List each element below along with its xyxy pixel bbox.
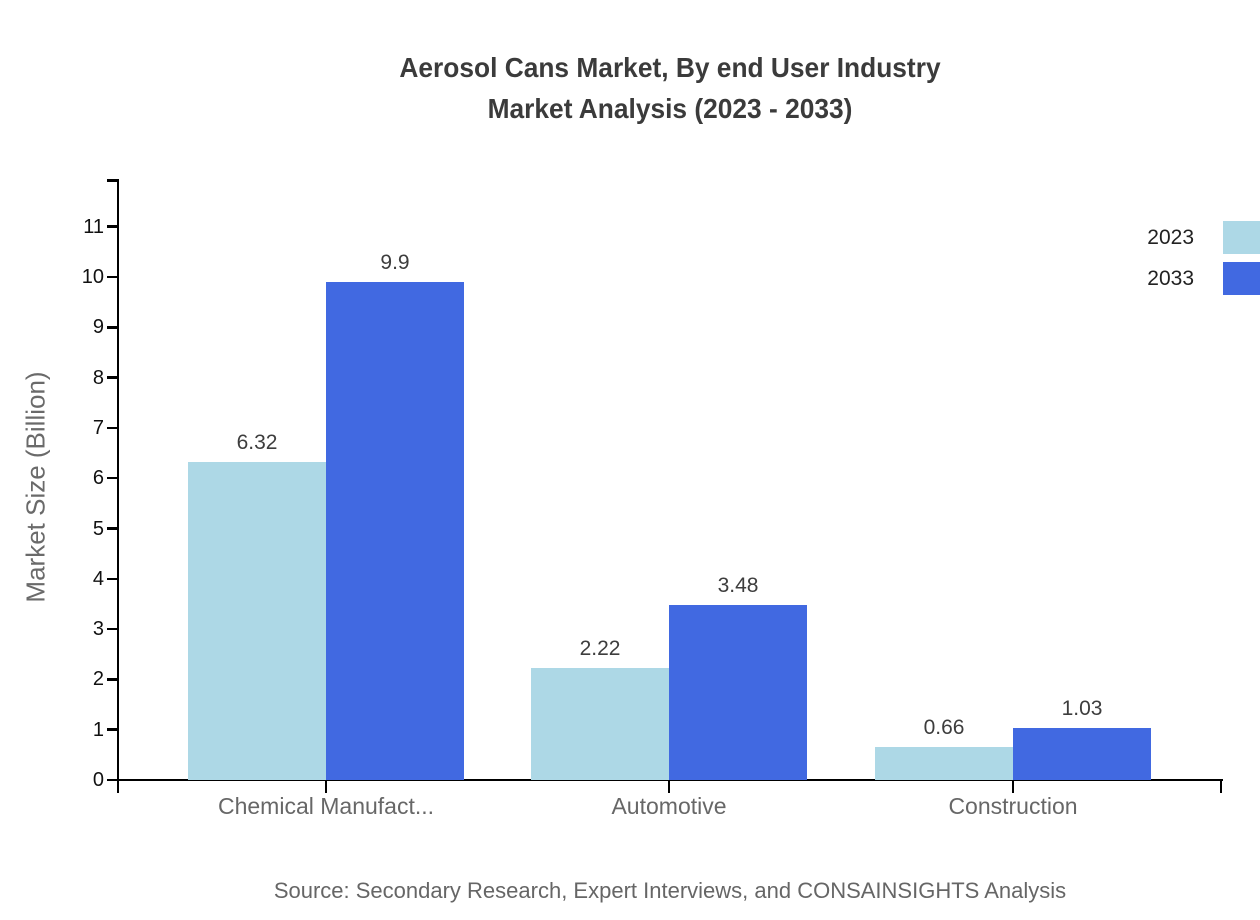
y-tick xyxy=(107,275,118,279)
y-axis-cap xyxy=(107,179,119,182)
y-tick-label: 5 xyxy=(92,517,104,540)
y-tick-label: 7 xyxy=(92,416,104,439)
bar-2033-chemical-manufact xyxy=(326,282,464,780)
y-tick-label: 3 xyxy=(92,618,104,641)
bar-2023-construction xyxy=(875,746,1013,780)
legend: 2023 2033 xyxy=(1147,221,1260,295)
y-tick-label: 11 xyxy=(83,215,104,238)
legend-item-2033: 2033 xyxy=(1147,262,1260,295)
bar-value-label: 2.22 xyxy=(579,637,621,661)
y-tick xyxy=(107,778,118,782)
bar-value-label: 3.48 xyxy=(717,573,759,597)
x-axis-label-chemical-manufact: Chemical Manufact... xyxy=(217,793,435,819)
x-axis-label-construction: Construction xyxy=(948,793,1078,819)
legend-label-2023: 2023 xyxy=(1147,225,1194,249)
y-tick xyxy=(107,225,118,228)
y-tick xyxy=(107,678,118,681)
chart-title-line2: Market Analysis (2023 - 2033) xyxy=(487,93,853,124)
bar-value-label: 0.66 xyxy=(923,715,965,739)
y-tick xyxy=(107,627,118,631)
y-tick xyxy=(107,376,118,379)
x-tick-automotive xyxy=(667,779,671,793)
bar-value-label: 6.32 xyxy=(236,431,278,455)
bar-2033-construction xyxy=(1013,728,1151,780)
bar-2023-chemical-manufact xyxy=(188,462,326,780)
y-tick xyxy=(107,326,118,329)
chart-title-line1: Aerosol Cans Market, By end User Industr… xyxy=(399,52,941,83)
x-axis-end-tick xyxy=(1219,779,1222,793)
y-tick-label: 9 xyxy=(92,316,104,339)
y-tick-label: 6 xyxy=(92,467,104,490)
y-tick xyxy=(107,426,118,430)
y-tick-label: 0 xyxy=(92,769,104,791)
legend-swatch-2033 xyxy=(1223,262,1260,295)
y-tick xyxy=(107,728,118,731)
y-tick-label: 4 xyxy=(92,567,104,590)
x-tick-chemical-manufact xyxy=(324,779,328,793)
source-note: Source: Secondary Research, Expert Inter… xyxy=(273,878,1067,903)
bar-value-label: 1.03 xyxy=(1061,697,1103,721)
x-axis-label-automotive: Automotive xyxy=(611,793,727,819)
legend-item-2023: 2023 xyxy=(1147,221,1260,254)
x-tick-construction xyxy=(1011,779,1015,793)
y-tick xyxy=(107,527,118,530)
legend-swatch-2023 xyxy=(1223,221,1260,254)
y-tick-label: 10 xyxy=(81,266,104,288)
y-tick-label: 8 xyxy=(92,366,104,389)
y-tick xyxy=(107,577,118,581)
y-axis-line xyxy=(116,179,119,793)
bar-value-label: 9.9 xyxy=(380,251,410,275)
y-tick-label: 1 xyxy=(92,718,104,741)
bar-2023-automotive xyxy=(531,668,669,780)
legend-label-2033: 2033 xyxy=(1147,266,1194,290)
y-tick-label: 2 xyxy=(92,668,104,691)
chart-title: Aerosol Cans Market, By end User Industr… xyxy=(115,47,1224,129)
y-tick xyxy=(107,476,118,480)
bar-2033-automotive xyxy=(669,604,807,780)
